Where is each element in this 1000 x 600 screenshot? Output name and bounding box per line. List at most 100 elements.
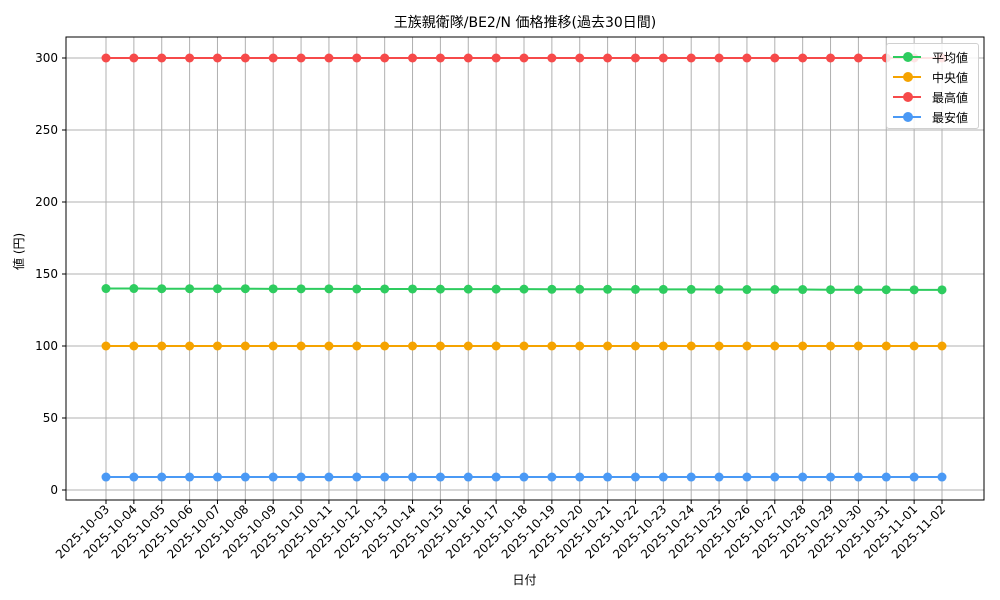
data-point xyxy=(185,284,195,294)
data-point xyxy=(686,472,696,482)
data-point xyxy=(547,472,557,482)
legend-label: 平均値 xyxy=(932,51,969,65)
data-point xyxy=(798,472,808,482)
data-point xyxy=(575,472,585,482)
data-point xyxy=(937,341,947,351)
data-point xyxy=(157,341,167,351)
data-point xyxy=(853,285,863,295)
data-point xyxy=(770,341,780,351)
data-point xyxy=(240,341,250,351)
data-point xyxy=(519,472,529,482)
data-point xyxy=(157,472,167,482)
data-point xyxy=(658,472,668,482)
data-point xyxy=(937,285,947,295)
data-point xyxy=(714,341,724,351)
data-point xyxy=(268,53,278,63)
legend-marker-icon xyxy=(903,92,913,102)
data-point xyxy=(603,472,613,482)
data-point xyxy=(268,341,278,351)
data-point xyxy=(352,284,362,294)
data-point xyxy=(658,341,668,351)
data-point xyxy=(463,341,473,351)
y-tick-label: 50 xyxy=(43,411,58,425)
data-point xyxy=(101,341,111,351)
data-point xyxy=(212,341,222,351)
data-point xyxy=(770,472,780,482)
data-point xyxy=(435,472,445,482)
legend-label: 最高値 xyxy=(932,91,969,105)
data-point xyxy=(853,472,863,482)
legend-label: 最安値 xyxy=(932,111,969,125)
data-point xyxy=(352,341,362,351)
data-point xyxy=(798,285,808,295)
data-point xyxy=(742,285,752,295)
data-point xyxy=(853,341,863,351)
data-point xyxy=(129,472,139,482)
y-tick-label: 250 xyxy=(35,123,58,137)
data-point xyxy=(547,341,557,351)
data-point xyxy=(240,472,250,482)
data-point xyxy=(129,284,139,294)
data-point xyxy=(380,53,390,63)
data-point xyxy=(352,53,362,63)
legend-item: 中央値 xyxy=(887,67,978,87)
data-point xyxy=(770,285,780,295)
legend-label: 中央値 xyxy=(932,71,969,85)
y-tick-label: 100 xyxy=(35,339,58,353)
data-point xyxy=(909,285,919,295)
legend-marker-icon xyxy=(903,52,913,62)
legend: 平均値 中央値 最高値 最安値 xyxy=(886,43,979,129)
data-point xyxy=(519,341,529,351)
data-point xyxy=(575,284,585,294)
data-point xyxy=(324,284,334,294)
data-point xyxy=(630,472,640,482)
data-point xyxy=(742,341,752,351)
data-point xyxy=(770,53,780,63)
legend-item: 最安値 xyxy=(887,107,978,127)
legend-marker-icon xyxy=(903,112,913,122)
data-point xyxy=(519,53,529,63)
data-point xyxy=(575,53,585,63)
data-point xyxy=(408,284,418,294)
legend-item: 最高値 xyxy=(887,87,978,107)
data-point xyxy=(742,53,752,63)
data-point xyxy=(296,341,306,351)
legend-marker-icon xyxy=(903,72,913,82)
data-point xyxy=(798,53,808,63)
data-point xyxy=(519,284,529,294)
legend-item: 平均値 xyxy=(887,47,978,67)
data-point xyxy=(853,53,863,63)
data-point xyxy=(324,341,334,351)
data-point xyxy=(185,341,195,351)
data-point xyxy=(101,284,111,294)
data-point xyxy=(909,341,919,351)
data-point xyxy=(547,284,557,294)
y-tick-label: 0 xyxy=(50,483,58,497)
data-point xyxy=(435,53,445,63)
x-axis-label: 日付 xyxy=(512,573,537,587)
data-point xyxy=(603,341,613,351)
data-point xyxy=(296,284,306,294)
data-point xyxy=(630,53,640,63)
data-point xyxy=(408,472,418,482)
data-point xyxy=(185,472,195,482)
data-point xyxy=(240,284,250,294)
data-point xyxy=(714,472,724,482)
data-point xyxy=(435,284,445,294)
data-point xyxy=(658,53,668,63)
data-point xyxy=(686,53,696,63)
data-point xyxy=(380,284,390,294)
data-point xyxy=(463,53,473,63)
data-point xyxy=(268,472,278,482)
data-point xyxy=(463,284,473,294)
data-point xyxy=(603,53,613,63)
data-point xyxy=(658,284,668,294)
data-point xyxy=(826,472,836,482)
data-point xyxy=(101,472,111,482)
data-point xyxy=(714,285,724,295)
data-point xyxy=(212,284,222,294)
data-point xyxy=(185,53,195,63)
data-point xyxy=(630,341,640,351)
data-point xyxy=(798,341,808,351)
